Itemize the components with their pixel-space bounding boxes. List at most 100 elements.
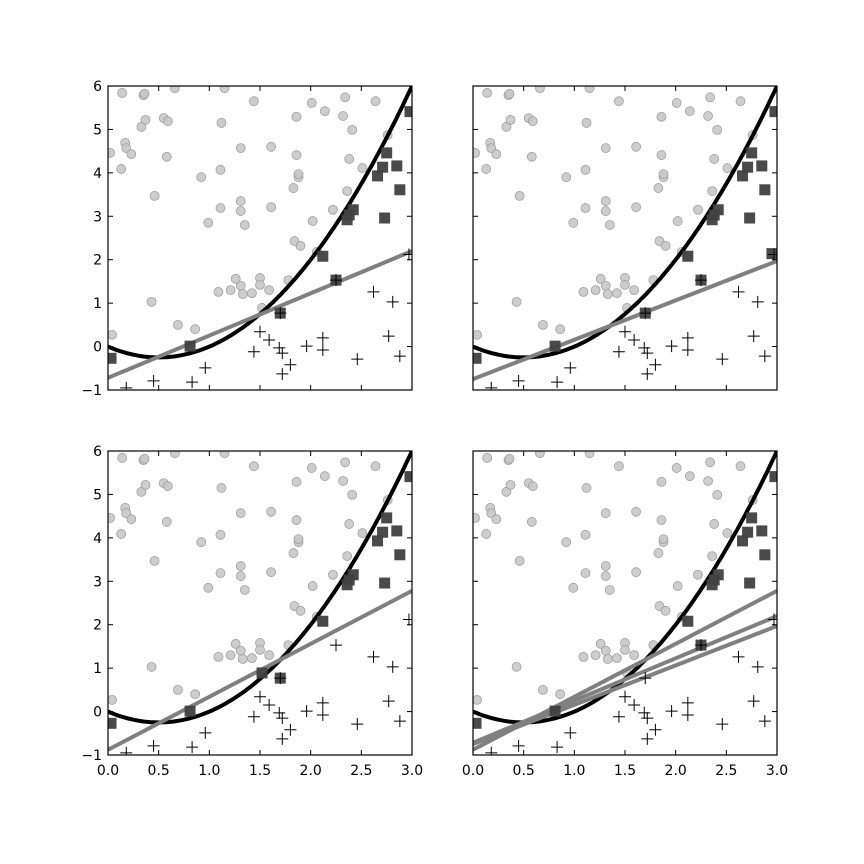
square-point — [377, 526, 389, 538]
circle-point — [511, 661, 522, 672]
circle-point — [291, 111, 302, 122]
plus-point — [767, 248, 777, 261]
y-tick-label: 1 — [93, 296, 102, 312]
circle-point — [140, 114, 151, 125]
plus-point — [619, 325, 631, 338]
circle-point — [581, 483, 592, 493]
circle-point — [190, 689, 201, 700]
circle-point — [370, 461, 381, 472]
circle-point — [614, 96, 624, 107]
circle-point — [370, 96, 381, 107]
circle-point — [291, 150, 302, 160]
circle-point — [660, 605, 671, 616]
circle-point — [190, 324, 201, 335]
plus-point — [254, 325, 266, 338]
plus-point — [641, 367, 654, 380]
circle-point — [693, 204, 703, 215]
circle-point — [347, 489, 358, 500]
circle-point — [561, 172, 572, 183]
square-point — [379, 577, 391, 589]
y-tick-label: 5 — [93, 487, 102, 503]
circle-point — [116, 164, 127, 174]
plus-point — [330, 274, 342, 287]
circle-point — [307, 581, 318, 591]
plus-point — [716, 353, 729, 366]
circle-point — [255, 280, 265, 290]
x-tick-label: 3.0 — [401, 763, 423, 779]
circle-point — [140, 479, 151, 490]
x-tick-label: 1.0 — [198, 763, 220, 779]
circle-point — [534, 451, 545, 459]
plus-point — [382, 695, 395, 708]
circle-point — [584, 86, 595, 94]
y-tick-label: 2 — [93, 253, 102, 269]
circle-point — [235, 645, 246, 656]
circle-point — [527, 481, 538, 492]
square-point — [737, 535, 749, 547]
circle-point — [338, 476, 348, 486]
circle-point — [703, 111, 713, 121]
square-point — [473, 352, 482, 364]
plus-point — [276, 712, 289, 725]
circle-point — [481, 529, 492, 539]
circle-point — [344, 519, 355, 529]
circle-point — [671, 98, 682, 108]
circle-point — [722, 163, 733, 173]
x-tick-label: 2.5 — [715, 763, 737, 779]
square-point — [759, 549, 771, 561]
plus-point — [402, 613, 412, 626]
circle-point — [342, 186, 353, 196]
y-tick-label: 0 — [93, 705, 102, 721]
circle-point — [482, 453, 493, 463]
plus-point — [628, 699, 641, 712]
y-tick-label: 3 — [93, 209, 102, 225]
circle-point — [735, 461, 746, 472]
plus-point — [628, 334, 641, 347]
square-point — [712, 204, 724, 216]
circle-point — [225, 285, 236, 296]
plus-point — [612, 710, 625, 723]
square-point — [347, 204, 359, 216]
fit-line — [108, 249, 412, 380]
circle-point — [568, 582, 579, 593]
circle-point — [473, 512, 480, 523]
circle-point — [705, 92, 716, 103]
circle-point — [319, 106, 330, 117]
circle-point — [578, 651, 589, 662]
square-point — [184, 705, 196, 717]
circle-point — [600, 206, 611, 216]
circle-point — [266, 567, 277, 578]
circle-point — [602, 289, 613, 299]
plus-point — [367, 285, 380, 298]
circle-point — [658, 169, 669, 180]
circle-point — [672, 581, 683, 591]
y-tick-label: 5 — [93, 122, 102, 138]
circle-point — [173, 684, 183, 695]
circle-point — [291, 476, 302, 487]
circle-point — [504, 88, 515, 99]
plus-point — [300, 340, 313, 353]
subplot-top-right — [472, 85, 778, 391]
plus-point — [485, 381, 498, 390]
circle-point — [600, 280, 611, 291]
axes-frame — [107, 85, 413, 391]
circle-point — [203, 217, 214, 228]
square-point — [549, 705, 561, 717]
y-tick-label: −1 — [81, 748, 102, 764]
plus-point — [564, 361, 577, 374]
plus-point — [747, 330, 760, 343]
plus-point — [316, 696, 329, 709]
circle-point — [684, 106, 695, 117]
plus-point — [695, 274, 707, 287]
parabola-curve — [473, 86, 777, 360]
plus-point — [695, 639, 707, 652]
circle-point — [255, 645, 265, 655]
circle-point — [213, 286, 224, 297]
circle-point — [215, 568, 226, 578]
square-point — [766, 248, 777, 260]
circle-point — [342, 551, 353, 561]
plus-point — [681, 344, 694, 357]
axes-frame — [472, 450, 778, 756]
circle-point — [235, 143, 246, 154]
square-point — [682, 615, 694, 627]
